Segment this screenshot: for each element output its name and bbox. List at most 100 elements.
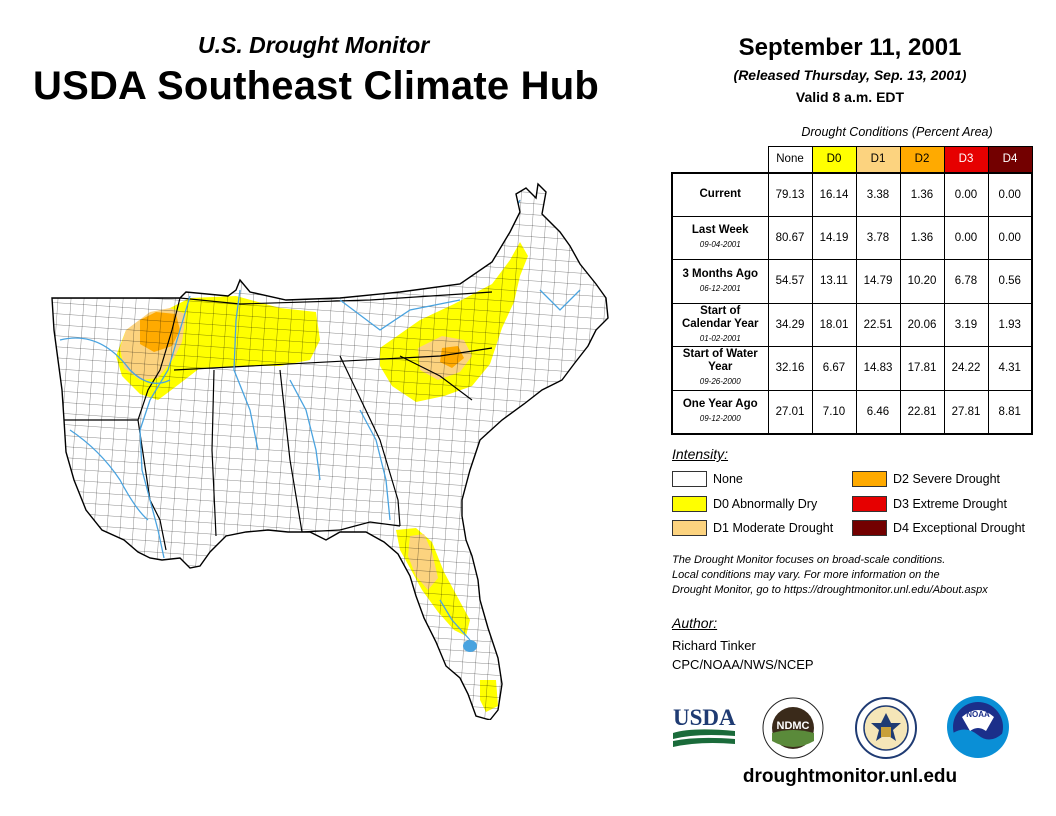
ndmc-logo-text: NDMC [777, 720, 810, 732]
column-header-d3: D3 [943, 146, 989, 173]
cell-none: 80.67 [767, 215, 813, 260]
cell-d1: 3.78 [855, 215, 901, 260]
commerce-seal [855, 697, 917, 759]
row-label: Start of Water Year 09-26-2000 [671, 346, 769, 391]
column-header-d0: D0 [811, 146, 857, 173]
cell-none: 27.01 [767, 389, 813, 434]
noaa-logo-text: NOAA [966, 710, 990, 719]
cell-d1: 22.51 [855, 302, 901, 347]
cell-d4: 8.81 [987, 389, 1033, 434]
website-url[interactable]: droughtmonitor.unl.edu [742, 766, 958, 787]
cell-d1: 14.83 [855, 346, 901, 391]
cell-d1: 6.46 [855, 389, 901, 434]
legend-label: None [713, 472, 743, 486]
row-label: Last Week 09-04-2001 [671, 215, 769, 260]
disclaimer-line: Drought Monitor, go to https://droughtmo… [672, 584, 988, 596]
cell-d4: 0.00 [987, 172, 1033, 217]
column-header-none: None [767, 146, 813, 173]
cell-d1: 14.79 [855, 259, 901, 304]
author-org: CPC/NOAA/NWS/NCEP [672, 657, 814, 672]
legend-item-d0: D0 Abnormally Dry [672, 496, 817, 512]
table-row: One Year Ago 09-12-2000 27.01 7.10 6.46 2… [671, 389, 1033, 434]
table-row: Current 79.13 16.14 3.38 1.36 0.00 0.00 [671, 172, 1033, 217]
table-corner [672, 147, 768, 173]
cell-none: 79.13 [767, 172, 813, 217]
legend-item-d1: D1 Moderate Drought [672, 520, 833, 536]
legend-swatch-none [672, 471, 707, 487]
cell-d3: 27.81 [943, 389, 989, 434]
column-header-d2: D2 [899, 146, 945, 173]
cell-d3: 0.00 [943, 215, 989, 260]
valid-time: Valid 8 a.m. EDT [795, 89, 905, 105]
table-row: 3 Months Ago 06-12-2001 54.57 13.11 14.79… [671, 259, 1033, 304]
disclaimer-line: Local conditions may vary. For more info… [672, 569, 940, 581]
author-title: Author: [672, 615, 718, 631]
map-title: USDA Southeast Climate Hub [33, 64, 600, 108]
cell-d4: 0.00 [987, 215, 1033, 260]
cell-d2: 17.81 [899, 346, 945, 391]
legend-swatch-d1 [672, 520, 707, 536]
legend-label: D0 Abnormally Dry [713, 497, 818, 511]
release-date: (Released Thursday, Sep. 13, 2001) [733, 67, 967, 83]
table-row: Start of Water Year 09-26-2000 32.16 6.67… [671, 346, 1033, 391]
row-label: 3 Months Ago 06-12-2001 [671, 259, 769, 304]
cell-d0: 13.11 [811, 259, 857, 304]
cell-d2: 22.81 [899, 389, 945, 434]
disclaimer-line: The Drought Monitor focuses on broad-sca… [672, 554, 946, 566]
legend-swatch-d2 [852, 471, 887, 487]
legend-item-d2: D2 Severe Drought [852, 471, 1000, 487]
cell-d2: 20.06 [899, 302, 945, 347]
map-supertitle: U.S. Drought Monitor [198, 32, 430, 58]
noaa-logo: NOAA [947, 696, 1009, 758]
legend-item-none: None [672, 471, 743, 487]
table-header-row: None D0 D1 D2 D3 D4 [672, 146, 1033, 173]
cell-d3: 3.19 [943, 302, 989, 347]
state-boundaries [52, 291, 493, 551]
column-header-d4: D4 [987, 146, 1033, 173]
southeast-drought-map [51, 183, 609, 720]
cell-d4: 0.56 [987, 259, 1033, 304]
table-row: Last Week 09-04-2001 80.67 14.19 3.78 1.3… [671, 215, 1033, 260]
legend-title: Intensity: [672, 446, 729, 462]
county-boundaries [52, 184, 608, 720]
cell-d0: 14.19 [811, 215, 857, 260]
cell-d2: 10.20 [899, 259, 945, 304]
row-label: Start of Calendar Year 01-02-2001 [671, 302, 769, 347]
cell-none: 54.57 [767, 259, 813, 304]
cell-d4: 1.93 [987, 302, 1033, 347]
cell-d0: 16.14 [811, 172, 857, 217]
drought-areas [52, 184, 608, 720]
cell-d3: 24.22 [943, 346, 989, 391]
legend-swatch-d4 [852, 520, 887, 536]
drought-conditions-table: None D0 D1 D2 D3 D4 Current 79.13 16.14 … [671, 146, 1033, 435]
legend-swatch-d0 [672, 496, 707, 512]
row-label: Current [671, 172, 769, 217]
cell-d3: 0.00 [943, 172, 989, 217]
cell-d0: 6.67 [811, 346, 857, 391]
author-name: Richard Tinker [672, 638, 756, 653]
column-header-d1: D1 [855, 146, 901, 173]
legend-label: D1 Moderate Drought [713, 521, 834, 535]
lake-okeechobee [463, 640, 477, 652]
cell-d1: 3.38 [855, 172, 901, 217]
legend-label: D2 Severe Drought [893, 472, 1001, 486]
cell-none: 34.29 [767, 302, 813, 347]
cell-d3: 6.78 [943, 259, 989, 304]
disclaimer: The Drought Monitor focuses on broad-sca… [672, 553, 1042, 598]
legend-item-d3: D3 Extreme Drought [852, 496, 1007, 512]
cell-d2: 1.36 [899, 215, 945, 260]
legend-label: D3 Extreme Drought [893, 497, 1007, 511]
table-caption: Drought Conditions (Percent Area) [801, 125, 993, 139]
legend-item-d4: D4 Exceptional Drought [852, 520, 1025, 536]
cell-d2: 1.36 [899, 172, 945, 217]
table-row: Start of Calendar Year 01-02-2001 34.29 1… [671, 302, 1033, 347]
row-label: One Year Ago 09-12-2000 [671, 389, 769, 434]
cell-d4: 4.31 [987, 346, 1033, 391]
legend-label: D4 Exceptional Drought [893, 521, 1026, 535]
cell-d0: 18.01 [811, 302, 857, 347]
cell-d0: 7.10 [811, 389, 857, 434]
legend-swatch-d3 [852, 496, 887, 512]
ndmc-logo: NDMC [762, 697, 824, 759]
map-date: September 11, 2001 [738, 34, 962, 61]
usda-logo-text: USDA [673, 705, 736, 730]
